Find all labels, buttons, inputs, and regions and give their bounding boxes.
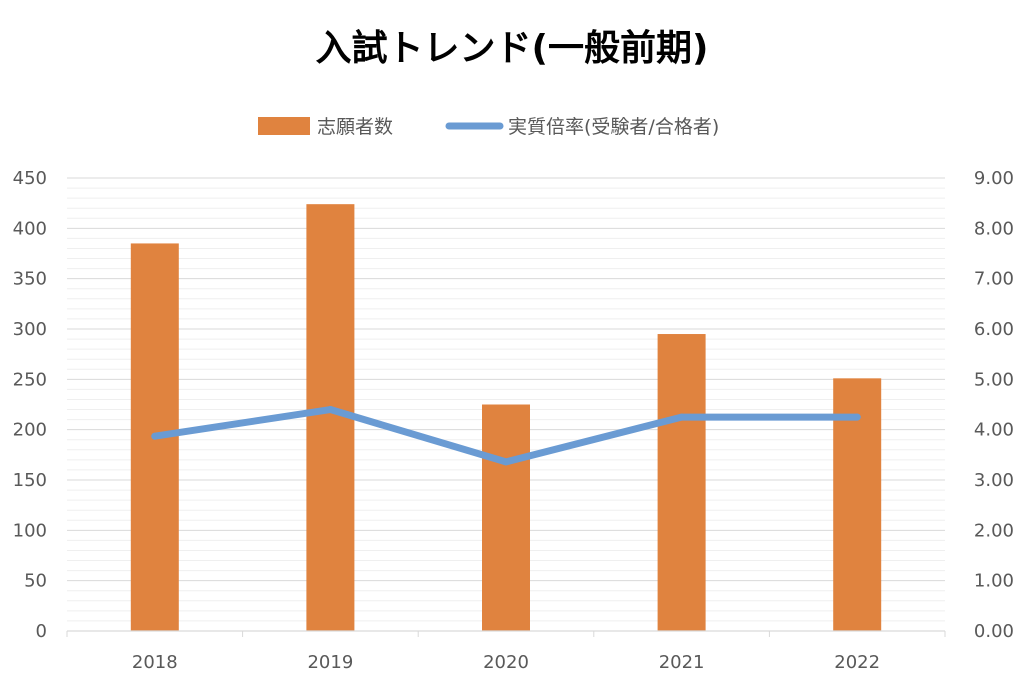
legend-label-ratio: 実質倍率(受験者/合格者) bbox=[508, 116, 719, 138]
y-right-tick-label: 3.00 bbox=[974, 470, 1014, 491]
y-right-tick-label: 0.00 bbox=[974, 621, 1014, 642]
y-right-tick-label: 9.00 bbox=[974, 168, 1014, 189]
y-right-tick-label: 5.00 bbox=[974, 369, 1014, 390]
y-left-tick-label: 450 bbox=[13, 168, 47, 189]
axes: 0 50 100 150 200 250 300 350 400 450 0.00 1.00 2.00 3… bbox=[13, 168, 1014, 673]
y-left-tick-label: 100 bbox=[13, 520, 47, 541]
y-left-tick-label: 350 bbox=[13, 269, 47, 290]
chart-title: 入試トレンド(一般前期) bbox=[316, 28, 709, 69]
y-left-tick-label: 200 bbox=[13, 420, 47, 441]
y-left-tick-label: 0 bbox=[36, 621, 47, 642]
x-tick-label: 2021 bbox=[659, 652, 705, 673]
y-left-tick-label: 50 bbox=[24, 571, 47, 592]
y-right-tick-label: 2.00 bbox=[974, 520, 1014, 541]
y-left-tick-label: 300 bbox=[13, 319, 47, 340]
legend-swatch-applicants bbox=[258, 117, 310, 135]
y-right-tick-label: 4.00 bbox=[974, 420, 1014, 441]
x-tick-label: 2022 bbox=[834, 652, 880, 673]
legend-label-applicants: 志願者数 bbox=[317, 116, 393, 138]
ratio-point bbox=[502, 458, 510, 466]
bar bbox=[657, 334, 706, 631]
x-tick-label: 2018 bbox=[132, 652, 178, 673]
ratio-point bbox=[853, 413, 861, 421]
legend: 志願者数 実質倍率(受験者/合格者) bbox=[258, 116, 719, 138]
ratio-point bbox=[326, 406, 334, 414]
y-left-tick-label: 400 bbox=[13, 218, 47, 239]
y-right-tick-label: 8.00 bbox=[974, 218, 1014, 239]
y-right-tick-label: 7.00 bbox=[974, 269, 1014, 290]
line-series-ratio bbox=[151, 406, 861, 466]
x-tick-label: 2019 bbox=[307, 652, 353, 673]
y-right-tick-label: 1.00 bbox=[974, 571, 1014, 592]
y-left-tick-label: 250 bbox=[13, 369, 47, 390]
y-left-tick-label: 150 bbox=[13, 470, 47, 491]
y-right-tick-label: 6.00 bbox=[974, 319, 1014, 340]
x-tick-label: 2020 bbox=[483, 652, 529, 673]
ratio-point bbox=[678, 413, 686, 421]
bar bbox=[482, 404, 530, 631]
ratio-point bbox=[151, 432, 159, 440]
